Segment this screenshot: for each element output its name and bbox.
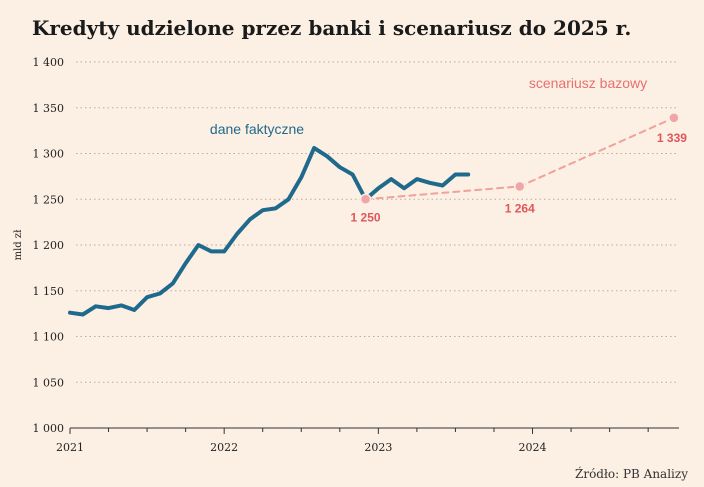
y-tick-label: 1 050 xyxy=(33,376,65,389)
point-value-label: 1 250 xyxy=(351,210,381,224)
point-value-label: 1 264 xyxy=(505,201,535,215)
y-tick-label: 1 400 xyxy=(33,56,65,69)
y-tick-label: 1 100 xyxy=(33,331,65,344)
x-tick-label: 2024 xyxy=(519,441,547,454)
y-tick-label: 1 200 xyxy=(33,239,65,252)
chart-title: Kredyty udzielone przez banki i scenariu… xyxy=(32,16,631,40)
y-tick-label: 1 000 xyxy=(33,422,65,435)
y-axis-label: mld zł xyxy=(13,229,24,261)
scenario-point xyxy=(668,112,680,124)
source-note: Źródło: PB Analizy xyxy=(575,466,688,481)
y-tick-label: 1 300 xyxy=(33,148,65,161)
y-tick-label: 1 150 xyxy=(33,285,65,298)
x-tick-label: 2022 xyxy=(210,441,238,454)
x-tick-label: 2021 xyxy=(56,441,84,454)
scenario-points: 1 250 1 264 1 339 xyxy=(351,112,687,224)
y-tick-labels: 1 000 1 050 1 100 1 150 1 200 1 250 1 300 1 350… xyxy=(33,56,65,435)
actual-data-label: dane faktyczne xyxy=(210,121,304,137)
actual-series-line xyxy=(68,146,471,317)
y-tick-label: 1 250 xyxy=(33,193,65,206)
y-tick-label: 1 350 xyxy=(33,102,65,115)
x-ticks: 2021 2022 2023 2024 xyxy=(56,428,649,454)
scenario-point xyxy=(513,180,526,193)
point-value-label: 1 339 xyxy=(657,131,687,145)
scenario-label: scenariusz bazowy xyxy=(529,75,647,91)
scenario-point xyxy=(359,193,372,205)
x-tick-label: 2023 xyxy=(364,441,392,454)
